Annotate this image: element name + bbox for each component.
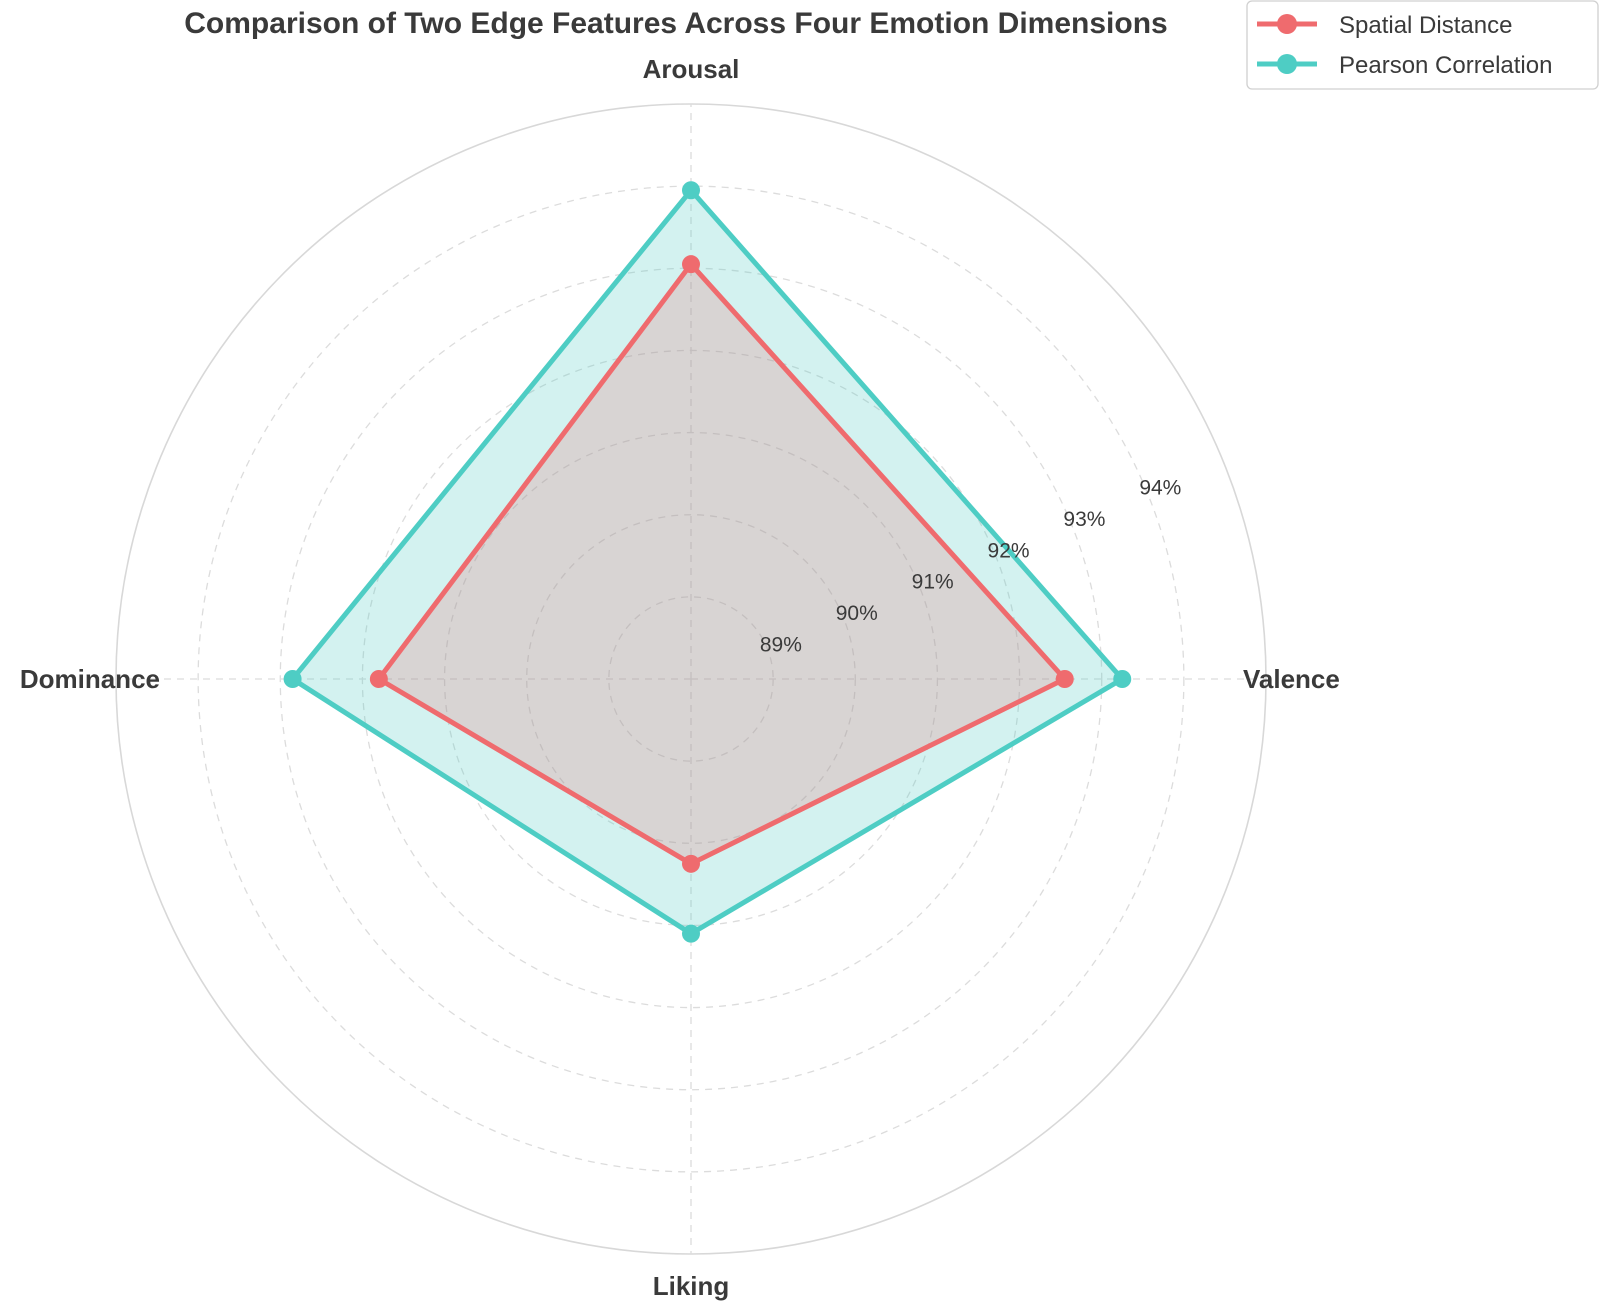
grid-circle [279,267,1103,1091]
grid-circle [443,431,939,927]
axis-label-layer: Valence Arousal Dominance Liking [20,54,1340,1301]
spatial-distance-area [378,264,1065,864]
pearson-correlation-point-valence [1113,670,1132,688]
legend: Spatial Distance Pearson Correlation [1246,0,1599,90]
legend-box [1246,0,1599,90]
spatial-distance-point-arousal [682,255,700,274]
r-tick-label: 94% [1139,476,1181,499]
category-label-liking: Liking [653,1271,730,1301]
grid-layer [115,103,1267,1255]
pearson-correlation-point-arousal [682,181,700,200]
grid-circle [526,514,856,844]
r-tick-label: 90% [836,602,878,625]
legend-swatch-marker-pearson-correlation [1277,54,1297,74]
spatial-distance-point-dominance [369,670,388,688]
pearson-correlation-point-dominance [283,670,302,688]
category-label-valence: Valence [1243,664,1340,694]
r-tick-label: 89% [760,634,802,657]
legend-label-pearson-correlation: Pearson Correlation [1339,52,1552,79]
spatial-distance-point-valence [1055,670,1074,688]
r-tick-label: 92% [988,539,1030,562]
legend-swatch-marker-spatial-distance [1277,14,1297,34]
legend-label-spatial-distance: Spatial Distance [1339,12,1512,39]
pearson-correlation-point-liking [682,924,700,943]
r-tick-label: 93% [1063,508,1105,531]
pearson-correlation-area [292,190,1123,934]
spatial-distance-point-liking [682,854,700,873]
grid-circle [197,185,1185,1173]
tick-label-layer: 89% 90% 91% 92% 93% 94% [760,476,1181,656]
chart-title: Comparison of Two Edge Features Across F… [184,7,1167,40]
r-tick-label: 91% [912,571,954,594]
category-label-dominance: Dominance [20,664,160,694]
category-label-arousal: Arousal [643,54,740,84]
series-layer [283,181,1132,943]
